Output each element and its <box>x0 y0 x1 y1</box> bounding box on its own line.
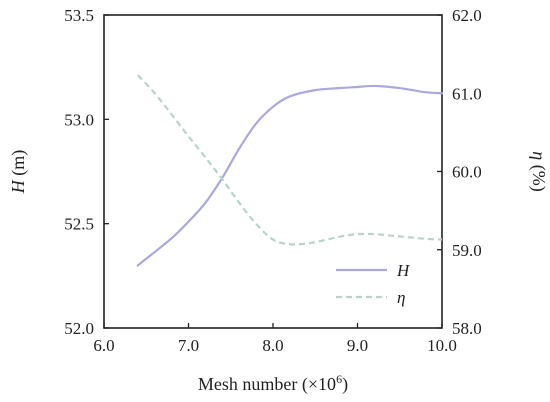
x-tick-label: 9.0 <box>347 336 368 355</box>
y-right-axis-title-unit: (%) <box>528 160 549 191</box>
y-right-axis-title: η (%) <box>528 151 549 191</box>
legend-label-h: H <box>396 261 411 280</box>
x-axis-title-main: Mesh number (×10 <box>198 374 336 395</box>
series-line-h <box>136 84 444 267</box>
x-axis-ticks: 6.0 7.0 8.0 9.0 10.0 <box>93 323 457 355</box>
x-tick-label: 7.0 <box>178 336 199 355</box>
series-line-eta <box>136 74 443 246</box>
y-left-tick-label: 53.0 <box>64 110 94 129</box>
y-right-tick-label: 60.0 <box>452 163 482 182</box>
x-tick-label: 8.0 <box>262 336 283 355</box>
y-left-axis-ticks: 52.0 52.5 53.0 53.5 <box>64 6 109 338</box>
y-left-tick-label: 52.5 <box>64 215 94 234</box>
y-right-tick-label: 62.0 <box>452 6 482 25</box>
y-left-axis-title: H (m) <box>8 150 29 195</box>
plot-frame <box>103 14 443 329</box>
series-layer <box>136 74 444 267</box>
legend: H η <box>336 261 411 307</box>
y-left-axis-title-symbol: H <box>8 179 28 194</box>
plot-area <box>103 14 443 329</box>
y-left-tick-label: 52.0 <box>64 319 94 338</box>
y-left-tick-label: 53.5 <box>64 6 94 25</box>
y-right-tick-label: 61.0 <box>452 84 482 103</box>
x-tick-label: 6.0 <box>93 336 114 355</box>
x-axis-title-end: ) <box>342 374 348 395</box>
x-axis-title-sup: 6 <box>336 372 342 386</box>
y-right-axis-ticks: 58.0 59.0 60.0 61.0 62.0 <box>437 6 482 338</box>
y-right-tick-label: 59.0 <box>452 241 482 260</box>
y-right-tick-label: 58.0 <box>452 319 482 338</box>
x-axis-title: Mesh number (×106) <box>198 372 348 395</box>
y-right-axis-title-symbol: η <box>529 151 549 160</box>
legend-label-eta: η <box>397 288 405 307</box>
y-left-axis-title-unit: (m) <box>8 150 29 181</box>
x-tick-label: 10.0 <box>427 336 457 355</box>
